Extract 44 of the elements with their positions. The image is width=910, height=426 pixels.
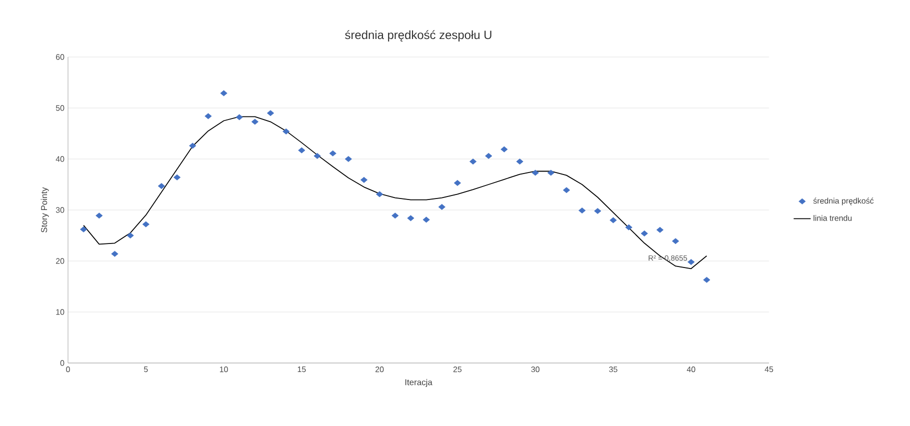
- chart-title: średnia prędkość zespołu U: [345, 30, 492, 42]
- point: [360, 176, 368, 183]
- point: [189, 142, 196, 149]
- point: [578, 208, 586, 214]
- point: [111, 250, 118, 257]
- point: [516, 158, 524, 165]
- point: [656, 226, 664, 233]
- point: [142, 221, 150, 228]
- point: [251, 118, 258, 125]
- point: [298, 147, 306, 154]
- point: [266, 110, 274, 116]
- point: [220, 90, 228, 96]
- point: [392, 212, 399, 219]
- point: [672, 238, 680, 244]
- point: [454, 180, 461, 186]
- point: [485, 152, 492, 159]
- point: [688, 259, 695, 266]
- point: [376, 191, 384, 198]
- point: [594, 208, 602, 214]
- point: [126, 232, 134, 238]
- point: [236, 114, 243, 120]
- point: [204, 113, 212, 120]
- point: [329, 150, 336, 156]
- y-axis-title: Story Pointy: [40, 187, 49, 232]
- point: [407, 215, 414, 222]
- point: [158, 183, 166, 190]
- point: [96, 212, 103, 219]
- point: [625, 224, 632, 230]
- point: [469, 158, 477, 165]
- point: [438, 204, 446, 210]
- point: [422, 216, 430, 223]
- point: [500, 146, 508, 152]
- point: [640, 230, 648, 236]
- point: [610, 217, 617, 224]
- point: [282, 128, 290, 134]
- point: [562, 187, 570, 194]
- point: [344, 156, 352, 162]
- x-axis-title: Iteracja: [405, 378, 432, 387]
- point: [314, 152, 321, 159]
- point: [80, 226, 88, 232]
- point: [547, 170, 554, 176]
- point: [703, 276, 710, 283]
- point: [174, 174, 181, 180]
- point: [532, 170, 539, 176]
